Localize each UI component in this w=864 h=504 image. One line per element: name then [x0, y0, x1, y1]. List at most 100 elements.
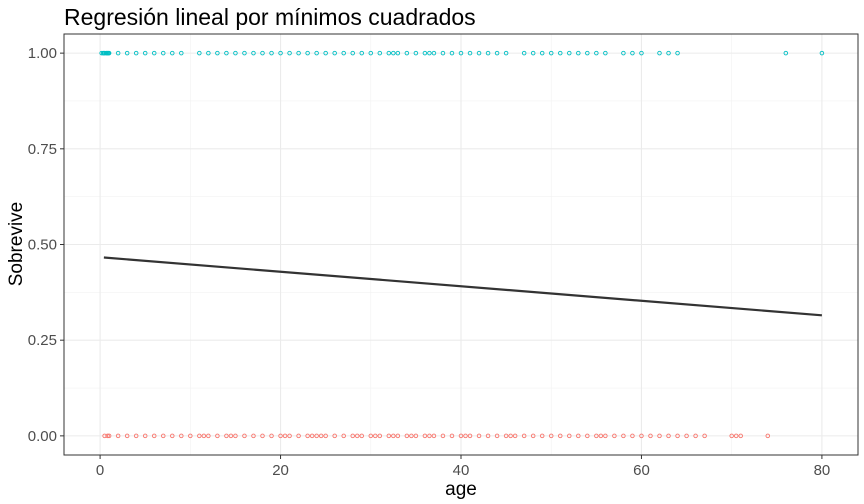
y-tick-label: 0.75 — [28, 141, 57, 158]
data-point-died — [318, 433, 324, 439]
data-point-survived — [458, 50, 464, 56]
data-point-died — [124, 433, 130, 439]
data-point-survived — [391, 50, 396, 56]
data-point-survived — [170, 50, 175, 56]
data-point-survived — [179, 50, 184, 56]
data-point-died — [373, 433, 378, 439]
data-point-survived — [242, 50, 247, 56]
data-point-survived — [287, 50, 292, 56]
data-point-died — [427, 433, 432, 439]
data-point-survived — [350, 50, 355, 56]
data-point-survived — [260, 50, 265, 56]
data-point-survived — [341, 50, 346, 56]
data-point-survived — [503, 50, 509, 56]
regression-line-path — [103, 256, 822, 317]
data-point-died — [449, 433, 455, 439]
data-point-survived — [675, 50, 680, 56]
data-point-died — [539, 433, 545, 439]
data-point-survived — [332, 50, 337, 56]
data-point-survived — [585, 50, 590, 56]
data-point-survived — [278, 50, 283, 56]
data-point-died — [206, 433, 211, 439]
data-point-survived — [413, 50, 419, 56]
data-point-died — [197, 433, 202, 439]
data-point-died — [458, 433, 464, 439]
data-point-died — [413, 433, 419, 439]
data-point-survived — [142, 50, 148, 56]
data-point-died — [485, 433, 491, 439]
data-point-survived — [666, 50, 671, 56]
data-point-survived — [206, 50, 211, 56]
data-point-died — [341, 433, 346, 439]
data-point-survived — [296, 50, 301, 56]
data-point-survived — [395, 50, 401, 56]
data-point-survived — [485, 50, 491, 56]
data-point-survived — [819, 50, 825, 56]
data-point-died — [359, 433, 365, 439]
y-tick-label: 1.00 — [28, 45, 57, 62]
data-point-died — [106, 433, 112, 439]
data-point-died — [102, 433, 107, 439]
data-point-died — [621, 433, 626, 439]
data-point-died — [404, 433, 410, 439]
data-point-died — [594, 433, 599, 439]
data-point-died — [530, 433, 536, 439]
data-point-died — [558, 433, 563, 439]
data-point-died — [603, 433, 608, 439]
data-point-survived — [431, 50, 437, 56]
data-point-survived — [251, 50, 256, 56]
data-point-survived — [440, 50, 446, 56]
data-point-survived — [639, 50, 644, 56]
data-point-died — [765, 433, 771, 439]
data-point-died — [503, 433, 509, 439]
data-point-died — [693, 433, 698, 439]
data-point-died — [494, 433, 500, 439]
data-point-survived — [521, 50, 527, 56]
data-point-died — [733, 433, 739, 439]
data-point-survived — [197, 50, 202, 56]
data-point-died — [729, 433, 734, 439]
data-point-survived — [467, 50, 473, 56]
data-point-died — [395, 433, 401, 439]
y-tick-label: 0.00 — [28, 428, 57, 445]
data-point-died — [309, 433, 315, 439]
data-point-survived — [305, 50, 310, 56]
data-point-survived — [558, 50, 563, 56]
data-point-died — [201, 433, 207, 439]
data-point-survived — [233, 50, 238, 56]
data-point-survived — [269, 50, 274, 56]
data-point-died — [160, 433, 166, 439]
data-point-survived — [539, 50, 545, 56]
data-point-died — [738, 433, 743, 439]
data-point-died — [332, 433, 337, 439]
data-point-died — [354, 433, 360, 439]
data-point-died — [215, 433, 220, 439]
x-tick-label: 80 — [814, 462, 831, 479]
data-point-died — [512, 433, 518, 439]
series-survived-points — [99, 50, 825, 56]
data-point-died — [314, 433, 319, 439]
data-point-died — [440, 433, 446, 439]
data-point-died — [639, 433, 644, 439]
data-point-died — [170, 433, 175, 439]
data-point-survived — [594, 50, 599, 56]
data-point-survived — [603, 50, 608, 56]
data-point-died — [702, 433, 707, 439]
x-axis-title: age — [445, 479, 477, 500]
y-axis: 0.00 0.25 0.50 0.75 1.00 — [28, 45, 64, 445]
data-point-died — [463, 433, 468, 439]
data-point-survived — [323, 50, 328, 56]
y-tick-label: 0.25 — [28, 332, 57, 349]
data-point-survived — [359, 50, 365, 56]
data-point-died — [612, 433, 617, 439]
data-point-died — [115, 433, 121, 439]
data-point-died — [657, 433, 662, 439]
data-point-died — [409, 433, 414, 439]
x-tick-label: 20 — [272, 462, 289, 479]
x-axis: 0 20 40 60 80 — [96, 455, 830, 479]
chart-title: Regresión lineal por mínimos cuadrados — [64, 4, 476, 30]
regression-line — [103, 256, 822, 317]
data-point-survived — [567, 50, 572, 56]
data-point-died — [228, 433, 234, 439]
